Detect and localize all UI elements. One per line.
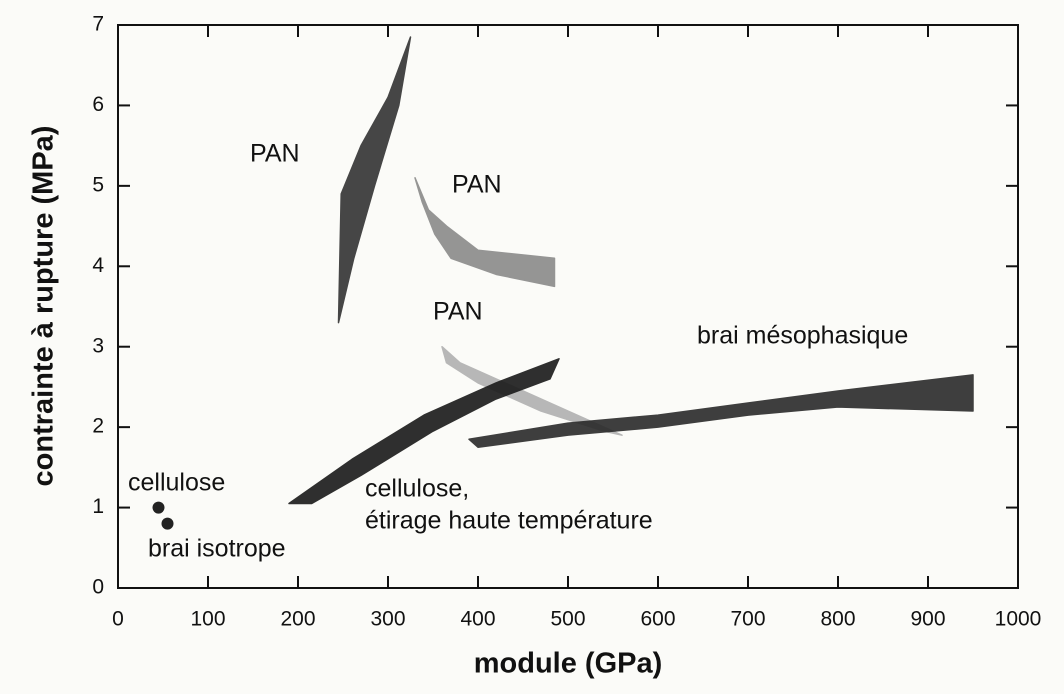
y-tick-label: 2 [92, 415, 104, 438]
y-tick-label: 0 [92, 576, 104, 599]
x-tick-label: 400 [460, 608, 495, 631]
region [414, 177, 556, 288]
y-tick-label: 1 [92, 495, 104, 518]
y-tick-label: 4 [92, 254, 104, 277]
x-tick-label: 0 [112, 608, 124, 631]
y-axis-title: contrainte à rupture (MPa) [28, 126, 60, 487]
x-tick-label: 900 [910, 608, 945, 631]
x-tick-label: 200 [280, 608, 315, 631]
x-tick-label: 1000 [995, 608, 1042, 631]
y-tick-label: 6 [92, 93, 104, 116]
annotation: PAN [452, 171, 502, 199]
region [337, 36, 412, 324]
annotation: étirage haute température [365, 507, 653, 535]
region [468, 374, 974, 448]
y-tick-label: 5 [92, 173, 104, 196]
annotation: cellulose [128, 469, 225, 497]
annotation: PAN [433, 298, 483, 326]
x-axis-title: module (GPa) [474, 648, 663, 680]
annotation: brai mésophasique [697, 322, 908, 350]
x-tick-label: 300 [370, 608, 405, 631]
x-tick-label: 800 [820, 608, 855, 631]
y-tick-label: 3 [92, 334, 104, 357]
x-tick-label: 600 [640, 608, 675, 631]
x-tick-label: 700 [730, 608, 765, 631]
region [441, 345, 623, 436]
annotation: PAN [250, 140, 300, 168]
y-tick-label: 7 [92, 13, 104, 36]
region [288, 358, 560, 505]
x-tick-label: 100 [190, 608, 225, 631]
point [152, 501, 165, 514]
x-tick-label: 500 [550, 608, 585, 631]
annotation: cellulose, [365, 475, 469, 503]
point [161, 517, 174, 530]
annotation: brai isotrope [148, 535, 286, 563]
